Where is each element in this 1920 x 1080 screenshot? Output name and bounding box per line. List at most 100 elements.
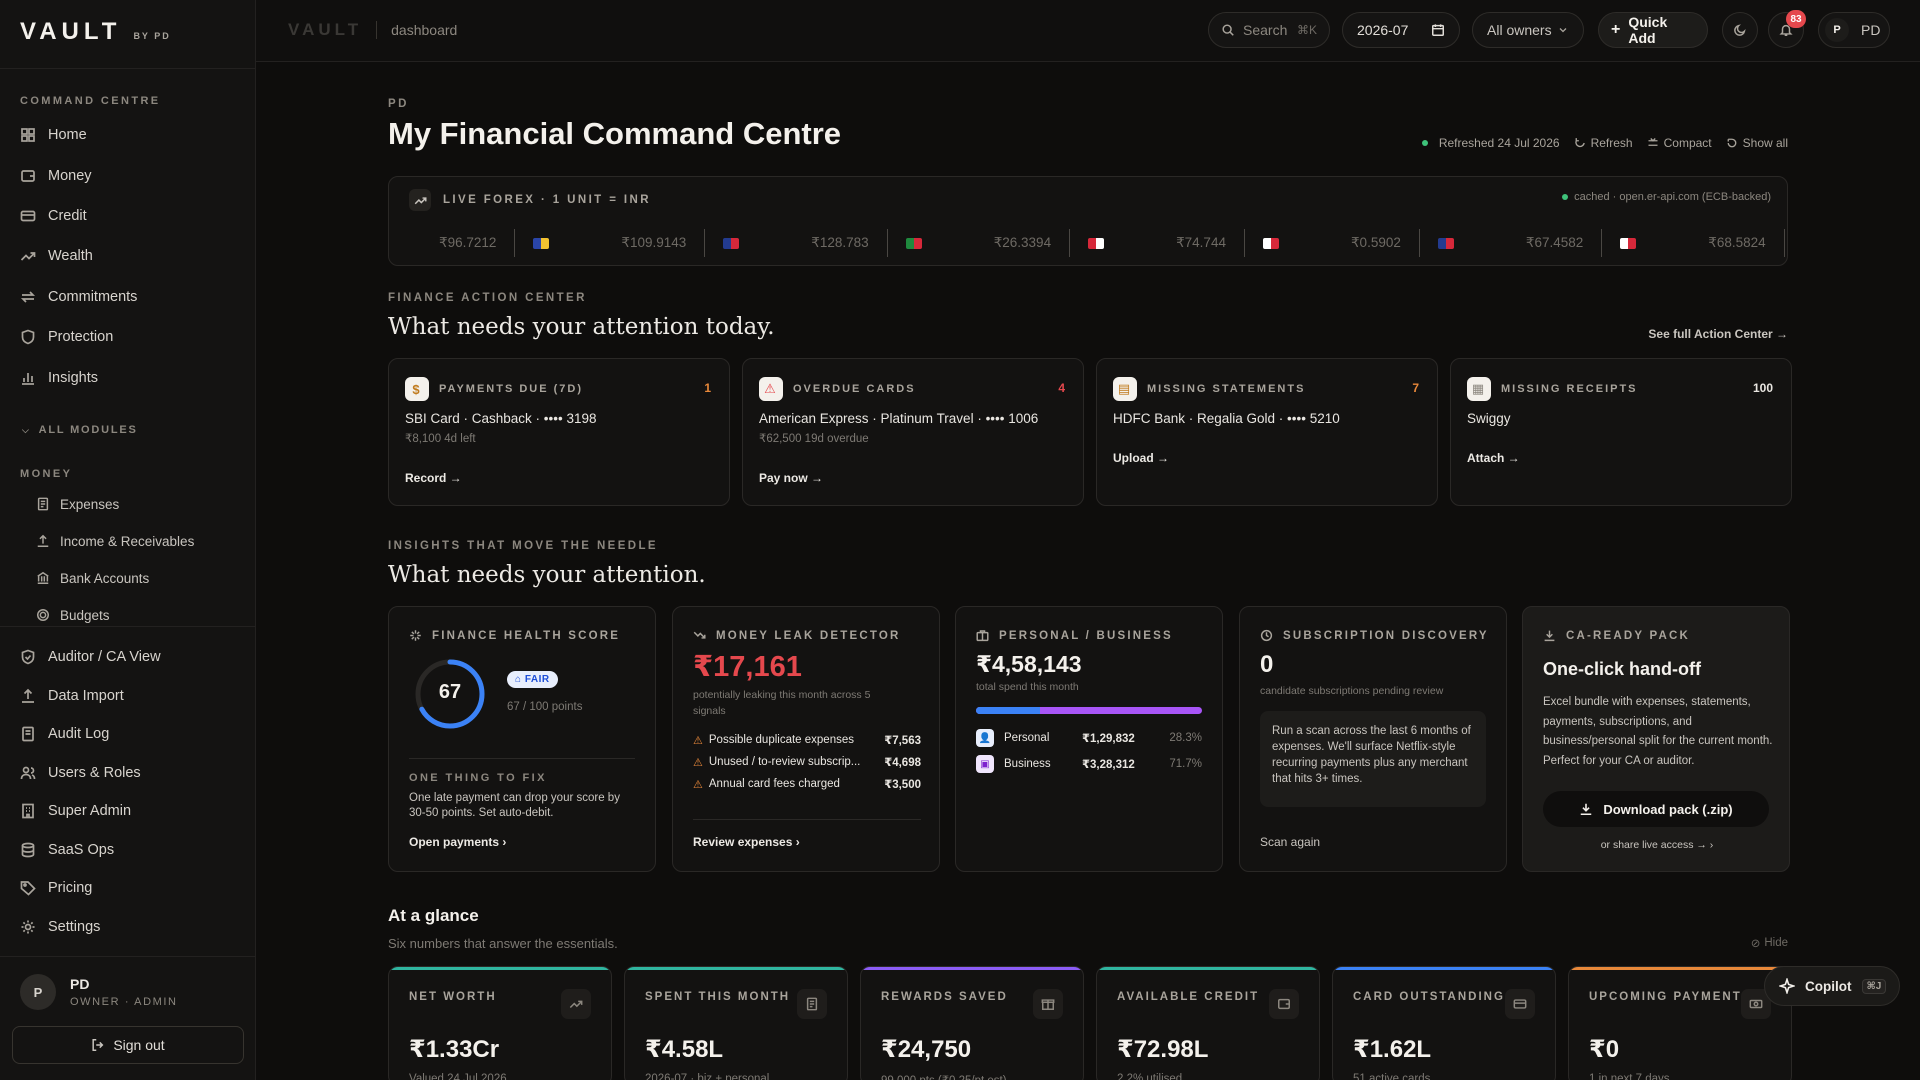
theme-toggle-button[interactable] bbox=[1722, 12, 1758, 48]
copilot-button[interactable]: Copilot ⌘J bbox=[1764, 966, 1900, 1006]
open-payments-link[interactable]: Open payments › bbox=[409, 835, 507, 849]
sign-out-label: Sign out bbox=[113, 1037, 165, 1053]
bell-icon bbox=[1779, 24, 1793, 36]
glance-sub: 99,000 pts (₹0.25/pt est) bbox=[881, 1073, 1007, 1080]
card-header: ▦ MISSING RECEIPTS bbox=[1467, 377, 1638, 401]
card-header: SUBSCRIPTION DISCOVERY bbox=[1260, 629, 1489, 642]
fix-label: ONE THING TO FIX bbox=[409, 772, 547, 784]
all-modules-toggle[interactable]: ⌵ ALL MODULES bbox=[22, 424, 138, 436]
user-menu-button[interactable]: P PD bbox=[1818, 12, 1890, 48]
action-card: ⚠ OVERDUE CARDS 4 American Express · Platin… bbox=[742, 358, 1084, 506]
sidebar-item-users-roles[interactable]: Users & Roles bbox=[20, 761, 141, 785]
card-label: OVERDUE CARDS bbox=[793, 383, 916, 395]
sidebar-item-bank-accounts[interactable]: Bank Accounts bbox=[36, 567, 149, 589]
sidebar-item-protection[interactable]: Protection bbox=[20, 325, 113, 349]
sidebar-item-expenses[interactable]: Expenses bbox=[36, 493, 119, 515]
person-icon: 👤 bbox=[976, 729, 994, 747]
glance-card[interactable]: CARD OUTSTANDING ₹1.62L 51 active cards bbox=[1332, 966, 1556, 1080]
card-label: SUBSCRIPTION DISCOVERY bbox=[1283, 629, 1489, 642]
sidebar-item-credit[interactable]: Credit bbox=[20, 204, 87, 228]
list-item[interactable]: ⚠ Unused / to-review subscrip... ₹4,698 bbox=[693, 751, 921, 773]
split-item-label: Business bbox=[1004, 758, 1051, 770]
action-card: ▤ MISSING STATEMENTS 7 HDFC Bank · Regalia … bbox=[1096, 358, 1438, 506]
status-dot bbox=[1562, 194, 1569, 200]
sidebar-item-wealth[interactable]: Wealth bbox=[20, 244, 93, 268]
glance-title: At a glance bbox=[388, 906, 479, 925]
topbar: VAULT dashboard Search ⌘K 2026-07 All ow… bbox=[256, 0, 1920, 62]
sidebar-item-auditor[interactable]: Auditor / CA View bbox=[20, 645, 161, 669]
sign-out-button[interactable]: Sign out bbox=[12, 1026, 244, 1064]
forex-rate: ₹96.7212 bbox=[1785, 229, 1787, 257]
sidebar-item-insights[interactable]: Insights bbox=[20, 366, 98, 390]
glance-accent bbox=[861, 967, 1083, 970]
search-input[interactable]: Search ⌘K bbox=[1208, 12, 1330, 48]
glance-value: ₹1.62L bbox=[1353, 1036, 1432, 1063]
action-card-icon: ⚠ bbox=[759, 377, 783, 401]
hide-label: Hide bbox=[1764, 937, 1788, 949]
show-all-button[interactable]: Show all bbox=[1726, 136, 1788, 150]
hide-glance-button[interactable]: ⊘ Hide bbox=[1751, 936, 1788, 950]
sidebar-item-commitments[interactable]: Commitments bbox=[20, 285, 137, 309]
download-pack-button[interactable]: Download pack (.zip) bbox=[1543, 791, 1769, 827]
card-header: FINANCE HEALTH SCORE bbox=[409, 629, 620, 642]
plus-icon: + bbox=[1611, 21, 1621, 38]
quick-add-button[interactable]: + Quick Add bbox=[1598, 12, 1708, 48]
leak-amount: ₹17,161 bbox=[693, 651, 802, 683]
see-full-action-center-link[interactable]: See full Action Center → bbox=[1648, 327, 1788, 341]
log-icon bbox=[22, 726, 34, 742]
forex-rate-value: ₹109.9143 bbox=[621, 235, 687, 250]
sidebar-item-super-admin[interactable]: Super Admin bbox=[20, 799, 131, 823]
glance-card[interactable]: REWARDS SAVED ₹24,750 99,000 pts (₹0.25/pt… bbox=[860, 966, 1084, 1080]
chevron-down-icon bbox=[1559, 28, 1567, 33]
glance-card[interactable]: NET WORTH ₹1.33Cr Valued 24 Jul 2026 bbox=[388, 966, 612, 1080]
action-card-button[interactable]: Record → bbox=[405, 471, 462, 485]
action-center-eyebrow: FINANCE ACTION CENTER bbox=[388, 292, 587, 304]
owners-value: All owners bbox=[1487, 22, 1552, 38]
glance-card[interactable]: UPCOMING PAYMENTS ₹0 1 in next 7 days bbox=[1568, 966, 1792, 1080]
sidebar-item-audit-log[interactable]: Audit Log bbox=[20, 722, 109, 746]
card-header: PERSONAL / BUSINESS bbox=[976, 629, 1173, 642]
sidebar-item-pricing[interactable]: Pricing bbox=[20, 876, 92, 900]
page-title: My Financial Command Centre bbox=[388, 116, 842, 151]
list-item[interactable]: ⚠ Possible duplicate expenses ₹7,563 bbox=[693, 729, 921, 751]
glance-card[interactable]: SPENT THIS MONTH ₹4.58L 2026-07 · biz + pe… bbox=[624, 966, 848, 1080]
action-card-button[interactable]: Upload → bbox=[1113, 451, 1169, 465]
sidebar-item-income[interactable]: Income & Receivables bbox=[36, 530, 194, 552]
ca-body: Excel bundle with expenses, statements, … bbox=[1543, 696, 1773, 767]
sidebar-item-saas-ops[interactable]: SaaS Ops bbox=[20, 838, 114, 862]
sidebar-item-budgets[interactable]: Budgets bbox=[36, 604, 110, 626]
glance-sub: 51 active cards bbox=[1353, 1073, 1431, 1080]
share-live-access-link[interactable]: or share live access → › bbox=[1600, 839, 1714, 851]
forex-source-label: cached · open.er-api.com (ECB-backed) bbox=[1574, 191, 1771, 203]
compact-button[interactable]: Compact bbox=[1647, 136, 1712, 150]
quick-add-label: Quick Add bbox=[1628, 14, 1668, 46]
briefcase-icon bbox=[976, 630, 989, 642]
subscriptions-info: Run a scan across the last 6 months of e… bbox=[1260, 711, 1486, 807]
refresh-label: Refresh bbox=[1590, 136, 1633, 150]
list-item[interactable]: ⚠ Annual card fees charged ₹3,500 bbox=[693, 773, 921, 795]
review-expenses-link[interactable]: Review expenses › bbox=[693, 835, 800, 849]
user-profile[interactable]: P PD OWNER · ADMIN bbox=[20, 974, 178, 1010]
warning-icon: ⚠ bbox=[693, 756, 703, 769]
brand[interactable]: VAULT BY PD bbox=[20, 18, 171, 46]
search-shortcut: ⌘K bbox=[1296, 23, 1317, 37]
action-card-button[interactable]: Attach → bbox=[1467, 451, 1520, 465]
sparkle-icon bbox=[410, 630, 421, 641]
forex-rate: ₹128.783 bbox=[705, 229, 888, 257]
action-card-button[interactable]: Pay now → bbox=[759, 471, 824, 485]
sidebar-item-home[interactable]: Home bbox=[20, 123, 87, 147]
leak-item-label: Possible duplicate expenses bbox=[708, 734, 854, 746]
card-label: MISSING STATEMENTS bbox=[1147, 383, 1306, 395]
scan-again-button[interactable]: Scan again bbox=[1260, 835, 1321, 849]
breadcrumb-brand[interactable]: VAULT bbox=[288, 20, 363, 39]
leak-item-label: Annual card fees charged bbox=[708, 778, 840, 790]
glance-card[interactable]: AVAILABLE CREDIT ₹72.98L 2.2% utilised bbox=[1096, 966, 1320, 1080]
sidebar-item-money[interactable]: Money bbox=[20, 164, 92, 188]
refresh-button[interactable]: Refresh bbox=[1574, 136, 1633, 150]
sidebar-item-label: Users & Roles bbox=[48, 765, 141, 781]
sidebar-item-data-import[interactable]: Data Import bbox=[20, 684, 124, 708]
sidebar-item-settings[interactable]: Settings bbox=[20, 915, 100, 939]
month-picker[interactable]: 2026-07 bbox=[1342, 12, 1460, 48]
owners-select[interactable]: All owners bbox=[1472, 12, 1584, 48]
forex-rate: ₹26.3394 bbox=[888, 229, 1071, 257]
